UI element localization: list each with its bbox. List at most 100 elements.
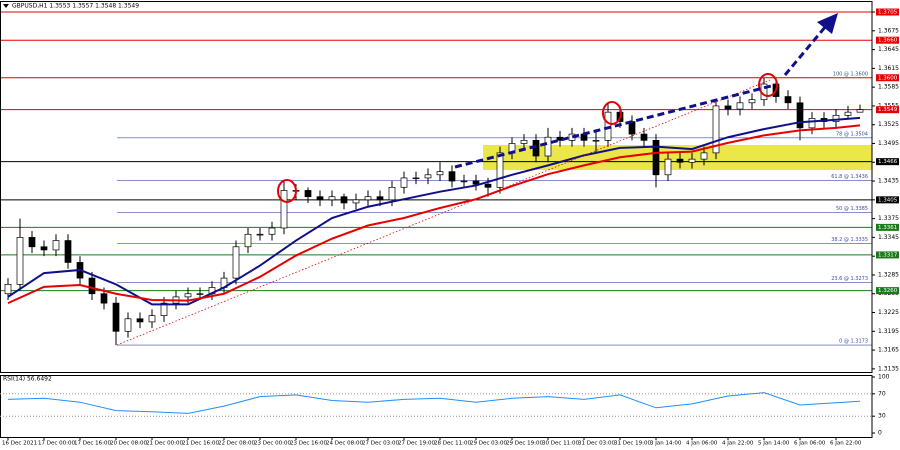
x-tick-label: 22 Dec 08:00 [218, 441, 255, 447]
plot-frame [0, 1, 873, 373]
highlight-circle [758, 73, 778, 97]
plot: 100 @ 1.3600 78 @ 1.3504 61.8 @ 1.3436 50 @… [0, 11, 872, 346]
level-tag [876, 8, 899, 16]
y-tick-label: 1.3435 [878, 178, 899, 185]
y-tick-label: 1.3225 [878, 309, 899, 316]
x-tick-label: 30 Dec 11:00 [542, 441, 579, 447]
x-tick-label: 17 Dec 00:00 [38, 441, 75, 447]
candle-body [640, 133, 648, 141]
fib-label: 0 @ 1.3173 [839, 339, 868, 345]
candle-body [148, 315, 156, 323]
candle-body [676, 158, 684, 163]
y-tick-label: 1.3555 [878, 102, 899, 109]
x-tick-label: 31 Dec 19:00 [614, 441, 651, 447]
moving-average [7, 116, 861, 306]
level-label: 1.3466 [878, 159, 898, 165]
y-tick-label: 1.3525 [878, 121, 899, 128]
x-tick-label: 21 Dec 00:00 [146, 441, 183, 447]
candle-body [184, 293, 192, 298]
rsi-tick-label: 100 [878, 374, 890, 381]
level-label: 1.3705 [878, 10, 898, 16]
candle-body [472, 180, 480, 185]
candle-body [280, 190, 288, 229]
fib-label: 23.6 @ 1.3273 [831, 276, 868, 282]
x-tick-label: 24 Dec 08:00 [326, 441, 363, 447]
x-tick-label: 16 Dec 2021 [2, 441, 37, 447]
y-tick-label: 1.3585 [878, 84, 899, 91]
x-tick-label: 27 Dec 03:00 [362, 441, 399, 447]
candle-body [316, 196, 324, 201]
candle-body [520, 140, 528, 144]
candle-body [736, 102, 744, 110]
rsi-label: RSI(14) 56.6492 [3, 376, 52, 383]
rsi-tick-label: 70 [878, 390, 886, 397]
level-label: 1.3600 [878, 75, 898, 81]
candle-body [196, 293, 204, 295]
x-tick-label: 29 Dec 03:00 [470, 441, 507, 447]
candle-body [40, 246, 48, 251]
candle-body [424, 174, 432, 179]
candle-body [28, 237, 36, 248]
y-tick-label: 1.3645 [878, 46, 899, 53]
header: GBPUSD,H1 1.3553 1.3557 1.3548 1.3549 [12, 3, 139, 10]
candle-body [712, 105, 720, 154]
menu-triangle [3, 4, 9, 8]
candle-body [88, 277, 96, 295]
candle-body [244, 233, 252, 248]
candle-body [748, 99, 756, 104]
level-label: 1.3405 [878, 197, 898, 203]
candle-body [4, 284, 12, 295]
level-label: 1.3260 [878, 288, 898, 294]
candle-body [376, 196, 384, 201]
candle-body [784, 96, 792, 104]
candle-body [52, 240, 60, 251]
x-tick-label: 4 Jan 06:00 [686, 441, 718, 447]
fib-label: 100 @ 1.3600 [833, 71, 868, 77]
candle-body [304, 190, 312, 198]
candle-body [844, 111, 852, 116]
candle-body [340, 196, 348, 204]
fib-label: 78 @ 1.3504 [836, 131, 868, 137]
candle-body [232, 246, 240, 279]
x-tick-label: 6 Jan 06:00 [794, 441, 826, 447]
level-tag [876, 287, 899, 295]
candle-body [412, 177, 420, 180]
candle-body [796, 102, 804, 129]
candle-body [352, 199, 360, 204]
y-tick-label: 1.3135 [878, 365, 899, 372]
candle-body [496, 152, 504, 188]
level-tag [876, 223, 899, 231]
candle-body [460, 180, 468, 183]
fib-label: 61.8 @ 1.3436 [831, 174, 868, 180]
rsi-tick-label: 30 [878, 413, 886, 420]
x-tick-label: 31 Dec 03:00 [578, 441, 615, 447]
rsi-tick-label: 0 [878, 430, 882, 437]
level-tag [876, 196, 899, 204]
level-label: 1.3317 [878, 252, 898, 258]
candle-body [544, 136, 552, 157]
candle-body [688, 158, 696, 163]
x-tick-label: 3 Jan 14:00 [650, 441, 682, 447]
y-tick-label: 1.3165 [878, 347, 899, 354]
level-label: 1.3660 [878, 38, 898, 44]
x-tick-label: 27 Dec 19:00 [398, 441, 435, 447]
x-tick-label: 6 Jan 22:00 [830, 441, 862, 447]
highlight-circle [277, 179, 297, 203]
candle-body [400, 177, 408, 188]
x-tick-label: 29 Dec 19:00 [506, 441, 543, 447]
candle-body [664, 158, 672, 176]
candle-body [256, 233, 264, 236]
candle-body [64, 240, 72, 263]
y-tick-label: 1.3195 [878, 328, 899, 335]
x-tick-label: 5 Jan 14:00 [758, 441, 790, 447]
candle-body [100, 293, 108, 304]
candle-body [388, 186, 396, 201]
candle-body [856, 109, 864, 113]
y-tick-label: 1.3675 [878, 27, 899, 34]
candle-body [16, 237, 24, 285]
candle-body [364, 196, 372, 201]
candle-body [448, 171, 456, 182]
arrow-head [817, 13, 838, 34]
